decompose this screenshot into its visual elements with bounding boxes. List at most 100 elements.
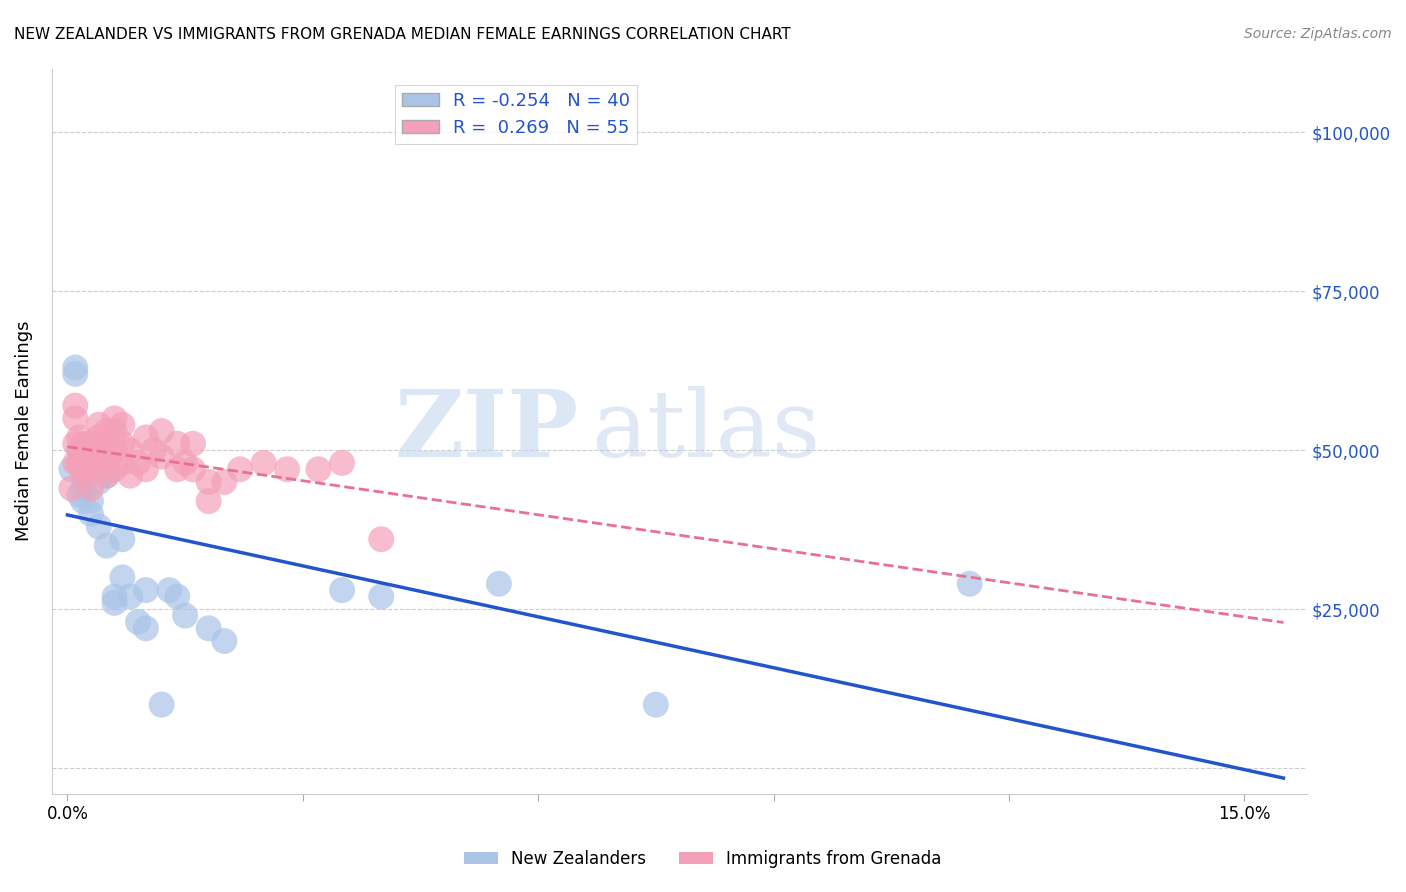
Point	[135, 462, 157, 476]
Point	[87, 475, 110, 489]
Point	[96, 424, 118, 438]
Point	[103, 443, 125, 458]
Point	[120, 590, 142, 604]
Point	[135, 430, 157, 444]
Point	[65, 360, 87, 375]
Point	[111, 570, 134, 584]
Text: ZIP: ZIP	[395, 386, 579, 476]
Point	[330, 583, 353, 598]
Point	[87, 443, 110, 458]
Legend: New Zealanders, Immigrants from Grenada: New Zealanders, Immigrants from Grenada	[458, 844, 948, 875]
Point	[87, 430, 110, 444]
Point	[96, 539, 118, 553]
Text: atlas: atlas	[592, 386, 821, 476]
Point	[80, 462, 103, 476]
Point	[166, 437, 188, 451]
Legend: R = -0.254   N = 40, R =  0.269   N = 55: R = -0.254 N = 40, R = 0.269 N = 55	[395, 85, 637, 145]
Point	[229, 462, 252, 476]
Point	[65, 456, 87, 470]
Point	[181, 437, 204, 451]
Point	[111, 437, 134, 451]
Point	[72, 450, 94, 464]
Point	[80, 450, 103, 464]
Point	[150, 698, 173, 712]
Point	[60, 481, 83, 495]
Point	[111, 456, 134, 470]
Point	[72, 494, 94, 508]
Point	[166, 462, 188, 476]
Point	[142, 443, 165, 458]
Point	[76, 468, 98, 483]
Point	[76, 468, 98, 483]
Point	[252, 456, 274, 470]
Point	[488, 576, 510, 591]
Point	[72, 437, 94, 451]
Point	[67, 456, 90, 470]
Point	[65, 367, 87, 381]
Point	[80, 507, 103, 521]
Point	[103, 411, 125, 425]
Point	[72, 468, 94, 483]
Point	[127, 456, 149, 470]
Point	[308, 462, 330, 476]
Point	[87, 519, 110, 533]
Point	[330, 456, 353, 470]
Point	[80, 437, 103, 451]
Point	[120, 468, 142, 483]
Point	[80, 437, 103, 451]
Text: NEW ZEALANDER VS IMMIGRANTS FROM GRENADA MEDIAN FEMALE EARNINGS CORRELATION CHAR: NEW ZEALANDER VS IMMIGRANTS FROM GRENADA…	[14, 27, 790, 42]
Point	[120, 443, 142, 458]
Point	[370, 533, 392, 547]
Point	[166, 590, 188, 604]
Point	[111, 417, 134, 432]
Point	[67, 430, 90, 444]
Point	[135, 583, 157, 598]
Point	[370, 590, 392, 604]
Point	[72, 462, 94, 476]
Point	[80, 456, 103, 470]
Point	[96, 456, 118, 470]
Point	[67, 488, 90, 502]
Point	[65, 411, 87, 425]
Point	[72, 481, 94, 495]
Point	[214, 475, 236, 489]
Point	[127, 615, 149, 629]
Point	[67, 456, 90, 470]
Point	[150, 450, 173, 464]
Point	[159, 583, 181, 598]
Point	[96, 468, 118, 483]
Y-axis label: Median Female Earnings: Median Female Earnings	[15, 321, 32, 541]
Point	[80, 462, 103, 476]
Point	[96, 462, 118, 476]
Point	[80, 481, 103, 495]
Point	[76, 443, 98, 458]
Point	[197, 494, 219, 508]
Point	[103, 596, 125, 610]
Point	[80, 494, 103, 508]
Point	[135, 621, 157, 635]
Point	[181, 462, 204, 476]
Point	[103, 424, 125, 438]
Point	[103, 590, 125, 604]
Point	[87, 450, 110, 464]
Point	[96, 468, 118, 483]
Point	[150, 424, 173, 438]
Point	[197, 621, 219, 635]
Point	[103, 462, 125, 476]
Point	[174, 608, 197, 623]
Point	[60, 462, 83, 476]
Point	[959, 576, 981, 591]
Point	[96, 437, 118, 451]
Point	[197, 475, 219, 489]
Point	[87, 417, 110, 432]
Point	[67, 443, 90, 458]
Point	[214, 634, 236, 648]
Text: Source: ZipAtlas.com: Source: ZipAtlas.com	[1244, 27, 1392, 41]
Point	[174, 456, 197, 470]
Point	[72, 456, 94, 470]
Point	[65, 437, 87, 451]
Point	[276, 462, 298, 476]
Point	[65, 399, 87, 413]
Point	[87, 462, 110, 476]
Point	[111, 533, 134, 547]
